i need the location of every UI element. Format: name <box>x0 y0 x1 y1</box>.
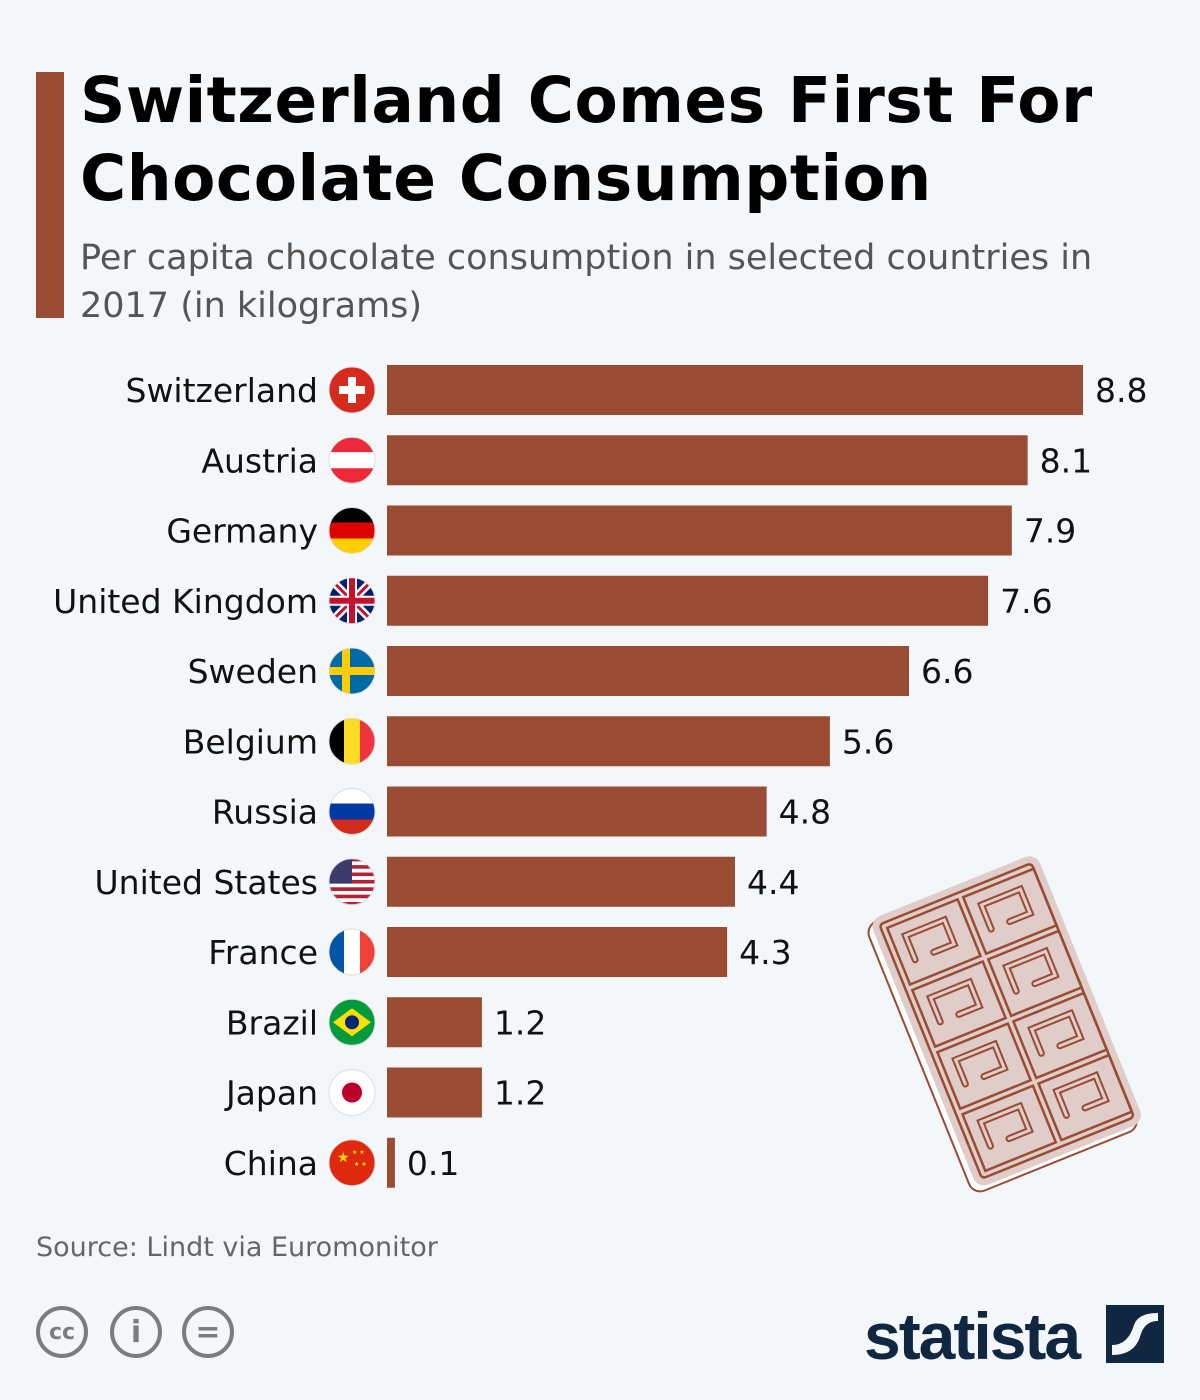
value-label: 4.3 <box>739 933 791 972</box>
value-label: 7.6 <box>1000 582 1052 621</box>
svg-text:★: ★ <box>337 1150 350 1166</box>
bar-brazil <box>387 997 482 1048</box>
category-label: United States <box>95 863 318 902</box>
bar-russia <box>387 786 767 837</box>
flag-fr-icon <box>329 929 375 975</box>
category-label: Japan <box>224 1074 318 1113</box>
bar-switzerland <box>387 365 1083 415</box>
flag-ru-icon <box>329 788 375 835</box>
category-label: Brazil <box>226 1003 318 1042</box>
value-label: 1.2 <box>494 1003 546 1042</box>
bar-austria <box>387 435 1028 486</box>
category-label: Germany <box>166 512 318 551</box>
flag-be-icon <box>329 718 375 765</box>
cc-icon[interactable]: cc <box>36 1306 88 1358</box>
value-label: 1.2 <box>494 1074 546 1113</box>
flag-us-icon <box>329 858 375 905</box>
bar-france <box>387 927 728 977</box>
svg-text:★ ★: ★ ★ <box>352 1149 365 1156</box>
value-label: 4.4 <box>747 863 799 902</box>
category-label: Switzerland <box>126 371 319 410</box>
category-label: Austria <box>201 441 318 480</box>
flag-de-icon <box>329 507 375 554</box>
flag-at-icon <box>329 437 375 484</box>
value-label: 8.8 <box>1095 371 1147 410</box>
flag-ch-icon <box>329 367 375 413</box>
bar-belgium <box>387 716 830 767</box>
value-label: 8.1 <box>1040 441 1092 480</box>
chocolate-bar-illustration <box>867 856 1141 1193</box>
value-label: 5.6 <box>842 722 894 761</box>
category-label: China <box>224 1144 318 1183</box>
flag-se-icon <box>329 648 375 694</box>
attribution-icon[interactable]: i <box>110 1306 162 1358</box>
value-label: 6.6 <box>921 652 973 691</box>
bar-sweden <box>387 646 909 696</box>
category-label: France <box>208 933 318 972</box>
flag-jp-icon <box>329 1069 375 1116</box>
bar-china <box>387 1137 395 1188</box>
flag-gb-icon <box>329 577 375 624</box>
chart-title: Switzerland Comes First For Chocolate Co… <box>80 64 1093 215</box>
category-label: Russia <box>212 793 318 832</box>
svg-text:★ ★: ★ ★ <box>354 1161 367 1168</box>
value-label: 0.1 <box>407 1144 459 1183</box>
category-label: United Kingdom <box>53 582 318 621</box>
statista-logo[interactable]: statista <box>864 1299 1081 1373</box>
category-label: Belgium <box>183 722 318 761</box>
value-label: 4.8 <box>779 793 831 832</box>
chart-subtitle: Per capita chocolate consumption in sele… <box>80 238 1093 326</box>
bar-united-kingdom <box>387 575 989 626</box>
bar-japan <box>387 1067 482 1118</box>
bar-germany <box>387 505 1012 556</box>
value-label: 7.9 <box>1024 512 1076 551</box>
no-derivatives-icon[interactable]: = <box>182 1306 234 1358</box>
category-label: Sweden <box>188 652 318 691</box>
bar-united-states <box>387 856 735 907</box>
source-note: Source: Lindt via Euromonitor <box>36 1232 438 1263</box>
statista-logo-mark <box>1106 1305 1164 1363</box>
flag-br-icon <box>329 999 375 1046</box>
flag-cn-icon: ★ ★ ★★ ★ <box>329 1139 375 1186</box>
title-accent-bar <box>36 72 64 318</box>
